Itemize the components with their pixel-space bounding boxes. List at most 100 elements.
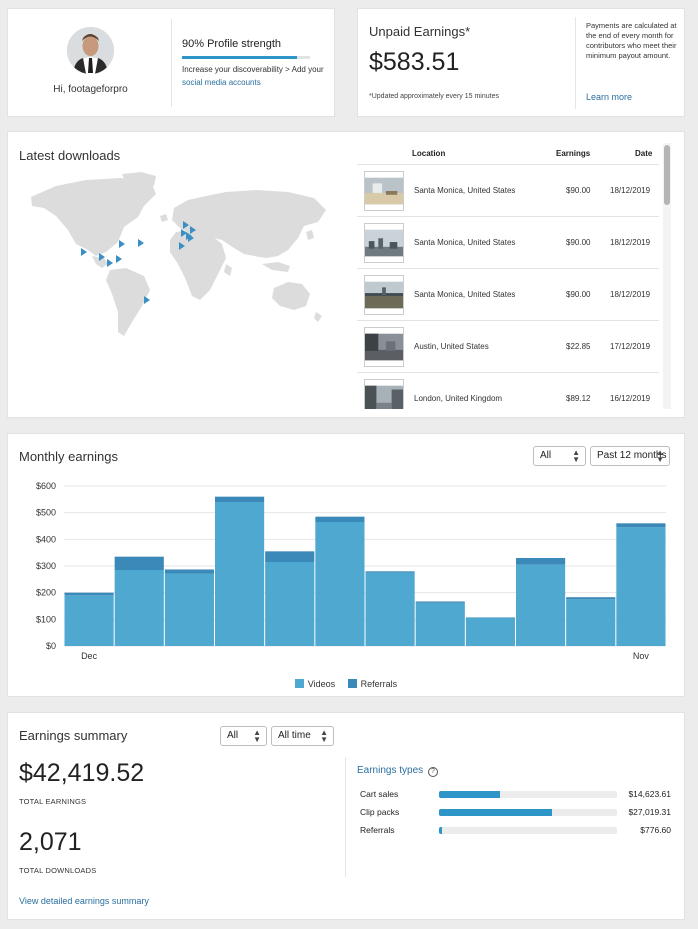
bar-videos[interactable] [114,570,164,646]
profile-strength-fill [182,56,298,59]
bar-videos[interactable] [215,502,265,646]
scrollbar-thumb[interactable] [664,145,670,205]
bar-referrals[interactable] [616,523,666,528]
help-icon[interactable]: ? [427,767,438,777]
bar-referrals[interactable] [365,571,415,573]
table-row[interactable]: Santa Monica, United States $90.00 18/12/2… [357,165,659,217]
row-location: Santa Monica, United States [414,238,516,247]
profile-card: Hi, footageforpro 90% Profile strength I… [7,8,335,117]
monthly-earnings-title: Monthly earnings [19,449,118,464]
bar-videos[interactable] [265,562,315,646]
clip-thumbnail[interactable] [364,223,404,263]
bar-referrals[interactable] [215,496,265,502]
earnings-type-bar [439,827,617,834]
earnings-type-fill [439,827,442,834]
monthly-type-value: All [540,450,552,461]
earnings-type-fill [439,791,500,798]
chart-legend: Videos Referrals [8,679,684,689]
earnings-type-label: Referrals [360,825,395,835]
clip-thumbnail[interactable] [364,171,404,211]
monthly-earnings-card: Monthly earnings All ▲ ▼ Past 12 months ▲… [7,433,685,697]
bar-videos[interactable] [315,522,365,646]
bar-videos[interactable] [164,573,214,646]
row-location: London, United Kingdom [414,394,503,403]
row-earnings: $90.00 [566,186,591,195]
table-scrollbar[interactable] [663,143,671,409]
downloads-table: Location Earnings Date Santa Monica, Uni… [357,143,659,409]
legend-videos: Videos [307,679,336,689]
bar-videos[interactable] [516,564,566,646]
earnings-types-title: Earnings types ? [357,765,438,777]
monthly-type-select[interactable]: All ▲ ▼ [533,446,586,466]
monthly-period-value: Past 12 months [597,450,667,461]
row-date: 17/12/2019 [610,342,651,351]
bar-referrals[interactable] [114,556,164,570]
bar-videos[interactable] [365,572,415,646]
row-date: 18/12/2019 [610,238,651,247]
earnings-type-label: Clip packs [360,807,400,817]
latest-downloads-title: Latest downloads [19,148,121,163]
earnings-summary-title: Earnings summary [19,728,128,743]
row-earnings: $22.85 [566,342,591,351]
learn-more-link[interactable]: Learn more [586,92,633,102]
row-location: Santa Monica, United States [414,186,516,195]
summary-period-select[interactable]: All time ▲ ▼ [271,726,334,746]
earnings-types-list: Cart sales $14,623.61 Clip packs $27,019.31… [357,787,675,841]
bar-videos[interactable] [415,602,465,646]
table-row[interactable]: Santa Monica, United States $90.00 18/12/2… [357,217,659,269]
summary-type-select[interactable]: All ▲ ▼ [220,726,267,746]
bar-referrals[interactable] [415,601,465,603]
row-earnings: $90.00 [566,290,591,299]
earnings-type-row: Clip packs $27,019.31 [357,805,675,823]
earnings-type-label: Cart sales [360,789,399,799]
clip-thumbnail[interactable] [364,327,404,367]
clip-thumbnail[interactable] [364,379,404,409]
bar-videos[interactable] [465,618,515,646]
bar-videos[interactable] [616,527,666,646]
social-media-link[interactable]: social media accounts [182,78,261,87]
view-detailed-summary-link[interactable]: View detailed earnings summary [19,896,149,906]
earnings-type-row: Referrals $776.60 [357,823,675,841]
avatar[interactable] [67,27,114,74]
bar-referrals[interactable] [265,551,315,562]
earnings-type-bar [439,791,617,798]
legend-referrals: Referrals [360,679,398,689]
select-arrows-icon: ▲ ▼ [320,728,328,744]
clip-thumbnail[interactable] [364,275,404,315]
bar-referrals[interactable] [315,516,365,522]
summary-type-value: All [227,730,239,741]
select-arrows-icon: ▲ ▼ [656,448,664,464]
downloads-rows: Santa Monica, United States $90.00 18/12/2… [357,165,659,409]
total-downloads-value: 2,071 [19,828,82,856]
bar-referrals[interactable] [566,597,616,600]
bar-referrals[interactable] [164,569,214,574]
table-row[interactable]: Austin, United States $22.85 17/12/2019 [357,321,659,373]
y-tick-label: $300 [36,561,56,571]
bar-referrals[interactable] [516,558,566,565]
select-arrows-icon: ▲ ▼ [572,448,580,464]
greeting: Hi, footageforpro [53,84,128,95]
legend-videos-swatch [294,679,304,688]
earnings-type-row: Cart sales $14,623.61 [357,787,675,805]
bar-referrals[interactable] [64,592,114,596]
earnings-type-amount: $776.60 [640,825,671,835]
payment-info: Payments are calculated at the end of ev… [586,21,677,60]
column-location[interactable]: Location [412,149,446,158]
unpaid-earnings-card: Unpaid Earnings* $583.51 *Updated approx… [357,8,685,117]
column-date[interactable]: Date [635,149,653,158]
table-row[interactable]: London, United Kingdom $89.12 16/12/2019 [357,373,659,409]
monthly-earnings-chart: $0 $100 $200 $300 $400 $500 $600 Dec Nov [36,481,666,661]
bar-referrals[interactable] [465,617,515,618]
bar-videos[interactable] [64,595,114,646]
monthly-period-select[interactable]: Past 12 months ▲ ▼ [590,446,670,466]
unpaid-title: Unpaid Earnings* [369,24,471,39]
table-row[interactable]: Santa Monica, United States $90.00 18/12/2… [357,269,659,321]
world-map [31,172,326,336]
row-location: Austin, United States [414,342,489,351]
y-tick-label: $600 [36,481,56,491]
unpaid-note: *Updated approximately every 15 minutes [369,93,499,100]
column-earnings[interactable]: Earnings [556,149,591,158]
y-tick-label: $0 [46,641,56,651]
bar-videos[interactable] [566,599,616,646]
x-tick-label: Nov [633,651,650,661]
